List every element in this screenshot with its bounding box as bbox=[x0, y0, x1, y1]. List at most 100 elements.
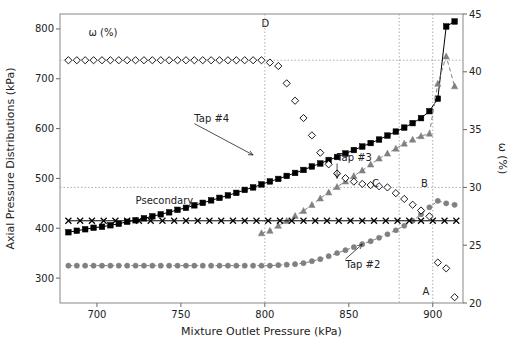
data-point bbox=[435, 80, 441, 86]
data-point bbox=[132, 57, 139, 64]
series-line bbox=[262, 56, 455, 233]
data-point bbox=[325, 161, 332, 168]
data-point bbox=[171, 218, 177, 224]
x-tick bbox=[348, 303, 349, 307]
data-point bbox=[444, 201, 449, 206]
chart: 7007508008509003004005006007008002025303… bbox=[0, 0, 513, 343]
reference-line bbox=[264, 14, 265, 303]
data-point bbox=[343, 248, 348, 253]
data-point bbox=[350, 178, 357, 185]
data-point bbox=[159, 218, 165, 224]
data-point bbox=[308, 132, 315, 139]
data-point bbox=[166, 210, 172, 216]
annotation: Tap #3 bbox=[336, 152, 372, 163]
data-point bbox=[452, 19, 458, 25]
data-point bbox=[385, 232, 390, 237]
data-point bbox=[224, 57, 231, 64]
data-point bbox=[427, 205, 432, 210]
y-tick bbox=[56, 78, 60, 79]
x-tick-label: 750 bbox=[171, 309, 190, 320]
data-point bbox=[267, 263, 272, 268]
data-point bbox=[74, 263, 79, 268]
y-tick bbox=[56, 278, 60, 279]
data-point bbox=[426, 213, 433, 220]
data-point bbox=[300, 207, 306, 213]
data-point bbox=[443, 24, 449, 30]
y-tick bbox=[56, 228, 60, 229]
series bbox=[66, 198, 457, 268]
x-tick bbox=[96, 303, 97, 307]
data-point bbox=[74, 228, 80, 234]
data-point bbox=[292, 212, 298, 218]
data-point bbox=[192, 263, 197, 268]
data-point bbox=[115, 57, 122, 64]
data-point bbox=[148, 218, 154, 224]
data-point bbox=[208, 198, 214, 204]
x-axis-label: Mixture Outlet Pressure (kPa) bbox=[181, 325, 342, 338]
data-point bbox=[300, 114, 307, 121]
data-point bbox=[409, 201, 416, 208]
data-point bbox=[277, 218, 283, 224]
y2-tick bbox=[463, 303, 467, 304]
data-point bbox=[336, 218, 342, 224]
data-point bbox=[383, 218, 389, 224]
data-point bbox=[434, 259, 441, 266]
data-point bbox=[91, 225, 97, 231]
data-point bbox=[99, 263, 104, 268]
data-point bbox=[435, 198, 440, 203]
data-point bbox=[242, 218, 248, 224]
annotation: D bbox=[262, 18, 270, 29]
y2-tick-label: 35 bbox=[469, 124, 482, 135]
data-point bbox=[250, 185, 256, 191]
data-point bbox=[250, 57, 257, 64]
data-point bbox=[275, 176, 281, 182]
data-point bbox=[275, 62, 282, 69]
annotation: C bbox=[372, 178, 379, 189]
data-point bbox=[265, 218, 271, 224]
data-point bbox=[267, 227, 273, 233]
data-point bbox=[453, 218, 459, 224]
data-point bbox=[233, 57, 240, 64]
x-tick-label: 700 bbox=[87, 309, 106, 320]
data-point bbox=[359, 144, 365, 150]
data-point bbox=[116, 263, 121, 268]
y-tick bbox=[56, 28, 60, 29]
y-tick-label: 600 bbox=[35, 123, 54, 134]
data-point bbox=[83, 263, 88, 268]
x-tick-label: 900 bbox=[423, 309, 442, 320]
data-point bbox=[149, 57, 156, 64]
series-line bbox=[68, 21, 454, 232]
data-point bbox=[309, 164, 315, 170]
data-point bbox=[91, 263, 96, 268]
data-point bbox=[368, 140, 374, 146]
data-point bbox=[241, 57, 248, 64]
data-point bbox=[124, 218, 130, 224]
data-point bbox=[409, 136, 415, 142]
data-point bbox=[125, 263, 130, 268]
data-point bbox=[259, 263, 264, 268]
annotation-arrow bbox=[337, 163, 338, 178]
data-point bbox=[401, 140, 407, 146]
data-point bbox=[183, 263, 188, 268]
data-point bbox=[452, 202, 457, 207]
y-axis-label: Axial Pressure Distributions (kPa) bbox=[4, 67, 17, 249]
x-tick bbox=[432, 303, 433, 307]
data-point bbox=[334, 184, 340, 190]
data-point bbox=[107, 57, 114, 64]
data-point bbox=[418, 115, 424, 121]
data-point bbox=[317, 195, 323, 201]
data-point bbox=[283, 80, 290, 87]
data-point bbox=[98, 57, 105, 64]
data-point bbox=[384, 150, 390, 156]
data-point bbox=[82, 57, 89, 64]
data-point bbox=[209, 263, 214, 268]
data-point bbox=[183, 218, 189, 224]
data-point bbox=[284, 173, 290, 179]
data-point bbox=[108, 263, 113, 268]
data-point bbox=[392, 190, 399, 197]
data-point bbox=[208, 57, 215, 64]
y2-tick bbox=[463, 187, 467, 188]
x-tick-label: 850 bbox=[339, 309, 358, 320]
data-point bbox=[182, 57, 189, 64]
y2-tick bbox=[463, 245, 467, 246]
